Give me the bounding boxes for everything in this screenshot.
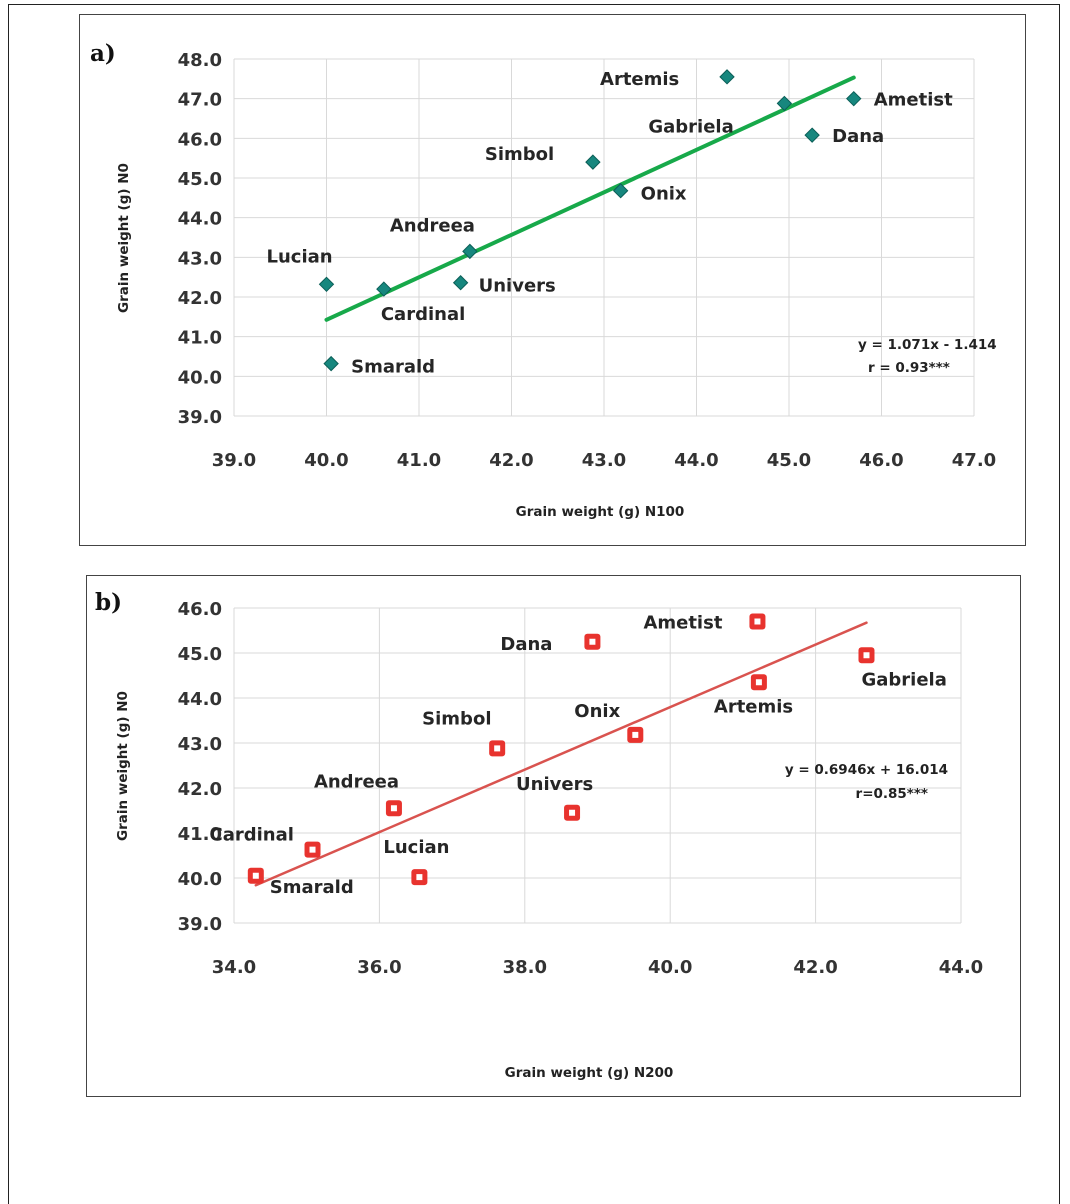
y-tick-label: 47.0: [178, 90, 222, 111]
point-label: Cardinal: [381, 304, 465, 325]
data-point-hole: [309, 846, 316, 853]
trendline: [254, 621, 868, 887]
point-label: Artemis: [714, 696, 793, 717]
y-tick-label: 39.0: [178, 914, 222, 935]
data-point: [612, 182, 629, 199]
x-tick-label: 45.0: [767, 450, 811, 471]
point-label: Ametist: [643, 613, 722, 634]
x-tick-label: 42.0: [793, 957, 837, 978]
data-point: [719, 69, 735, 85]
x-axis-title: Grain weight (g) N200: [505, 1065, 674, 1081]
y-tick-label: 40.0: [178, 367, 222, 388]
point-label: Dana: [500, 634, 552, 655]
x-tick-label: 44.0: [674, 450, 718, 471]
trendline: [324, 75, 856, 322]
y-tick-label: 46.0: [178, 599, 222, 620]
data-point: [376, 281, 392, 297]
x-axis-title: Grain weight (g) N100: [516, 504, 685, 520]
point-label: Simbol: [422, 708, 491, 729]
correlation-r: r = 0.93***: [868, 360, 950, 376]
point-label: Ametist: [874, 90, 953, 111]
scatter-chart-a: a) 39.0 40.0 41.0 42.0 43.0 44.0 45.0 46.0 47.0 39…: [90, 40, 997, 520]
panel-label: b): [95, 589, 122, 616]
y-tick-label: 41.0: [178, 328, 222, 349]
data-point-hole: [390, 805, 397, 812]
gridlines: [233, 58, 975, 417]
data-point: [804, 127, 820, 143]
y-tick-label: 45.0: [178, 169, 222, 190]
figure-frame: [8, 4, 1060, 1204]
point-label: Smarald: [351, 357, 435, 378]
data-point-hole: [569, 809, 576, 816]
x-tick-label: 42.0: [489, 450, 533, 471]
gridlines: [233, 607, 962, 924]
chart-panel-b: b) 34.0 36.0 38.0 40.0 42.0 44.0 39.0 40.0 41.0 42…: [86, 575, 1021, 1097]
scatter-chart-b: b) 34.0 36.0 38.0 40.0 42.0 44.0 39.0 40.0 41.0 42…: [95, 589, 983, 1081]
data-point: [585, 154, 601, 170]
point-label: Onix: [574, 701, 620, 722]
y-tick-label: 41.0: [178, 824, 222, 845]
point-label: Cardinal: [210, 825, 294, 846]
y-tick-label: 43.0: [178, 248, 222, 269]
data-point-hole: [632, 731, 639, 738]
y-tick-label: 39.0: [178, 407, 222, 428]
y-tick-label: 43.0: [178, 734, 222, 755]
data-point-hole: [863, 652, 870, 659]
x-tick-label: 34.0: [212, 957, 256, 978]
y-axis-title: Grain weight (g) N0: [115, 691, 131, 841]
point-label: Lucian: [383, 837, 449, 858]
data-point: [462, 243, 478, 260]
point-label: Gabriela: [648, 116, 733, 137]
x-tick-label: 40.0: [304, 450, 348, 471]
point-label: Smarald: [270, 877, 354, 898]
y-tick-label: 42.0: [178, 288, 222, 309]
data-point: [318, 276, 335, 293]
chart-panel-a: a) 39.0 40.0 41.0 42.0 43.0 44.0 45.0 46.0 47.0 39…: [79, 14, 1026, 546]
y-tick-label: 44.0: [178, 689, 222, 710]
correlation-r: r=0.85***: [856, 786, 928, 802]
data-point: [776, 95, 793, 112]
data-point-hole: [589, 638, 596, 645]
trend-equation: y = 1.071x - 1.414: [858, 337, 997, 353]
y-axis-title: Grain weight (g) N0: [116, 163, 132, 313]
data-point-hole: [252, 872, 259, 879]
x-tick-label: 44.0: [939, 957, 983, 978]
trend-equation: y = 0.6946x + 16.014: [785, 762, 948, 778]
point-label: Gabriela: [861, 669, 946, 690]
point-label: Univers: [516, 774, 593, 795]
data-point-hole: [755, 679, 762, 686]
x-tick-label: 43.0: [582, 450, 626, 471]
y-tick-label: 46.0: [178, 129, 222, 150]
x-tick-label: 46.0: [859, 450, 903, 471]
x-tick-label: 38.0: [503, 957, 547, 978]
data-point: [452, 275, 469, 291]
point-label: Dana: [832, 126, 884, 147]
x-tick-label: 47.0: [952, 450, 996, 471]
y-tick-label: 40.0: [178, 869, 222, 890]
data-point-hole: [754, 618, 761, 625]
panel-label: a): [90, 40, 116, 67]
y-tick-label: 48.0: [178, 50, 222, 71]
point-label: Lucian: [267, 246, 333, 267]
x-tick-label: 41.0: [397, 450, 441, 471]
x-tick-label: 40.0: [648, 957, 692, 978]
point-label: Artemis: [600, 69, 679, 90]
data-point-hole: [416, 874, 423, 881]
point-label: Andreea: [314, 771, 399, 792]
point-label: Onix: [641, 184, 687, 205]
data-point-hole: [494, 745, 501, 752]
point-label: Univers: [479, 276, 556, 297]
y-tick-label: 45.0: [178, 644, 222, 665]
y-tick-label: 42.0: [178, 779, 222, 800]
y-tick-label: 44.0: [178, 209, 222, 230]
data-point: [323, 355, 339, 372]
x-tick-label: 39.0: [212, 450, 256, 471]
x-tick-label: 36.0: [357, 957, 401, 978]
point-label: Simbol: [485, 144, 554, 165]
data-point: [846, 90, 862, 107]
point-label: Andreea: [390, 215, 475, 236]
